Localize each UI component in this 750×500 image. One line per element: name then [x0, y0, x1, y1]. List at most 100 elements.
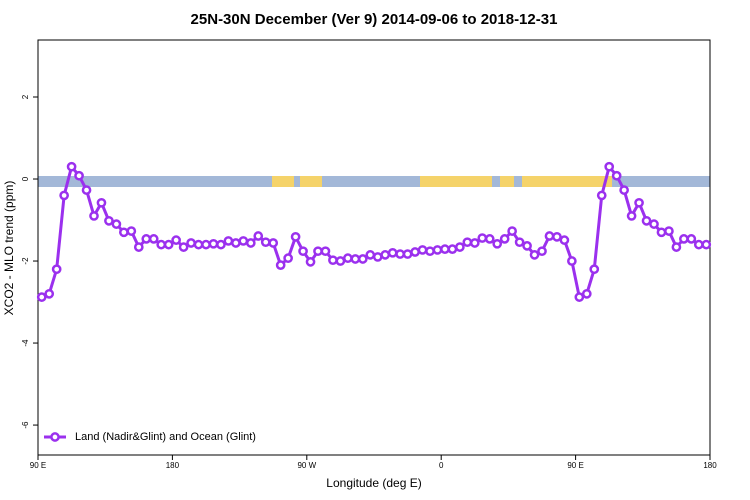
point — [328, 255, 338, 266]
point — [238, 236, 249, 246]
point — [290, 231, 301, 242]
point — [679, 234, 689, 244]
point — [74, 170, 84, 181]
point — [81, 185, 92, 195]
point — [529, 250, 540, 260]
y-tick-label: -2 — [21, 257, 30, 265]
x-tick-label: 90 W — [297, 461, 316, 470]
point — [455, 242, 465, 252]
point — [574, 292, 585, 302]
point — [641, 215, 652, 226]
point — [171, 235, 181, 245]
point — [417, 245, 428, 255]
x-axis-label: Longitude (deg E) — [326, 476, 421, 490]
point — [499, 234, 510, 244]
point — [111, 219, 122, 229]
point — [283, 253, 293, 264]
point — [350, 254, 361, 264]
point — [611, 170, 622, 181]
point — [231, 238, 241, 248]
point — [477, 233, 488, 243]
y-tick-label: -6 — [21, 421, 30, 429]
point — [365, 250, 376, 260]
point — [649, 219, 659, 229]
point — [619, 185, 629, 195]
point — [59, 190, 69, 201]
x-tick-label: 90 E — [30, 461, 46, 470]
point — [626, 211, 637, 221]
point — [372, 252, 383, 262]
point — [671, 242, 682, 252]
point — [469, 238, 480, 248]
point — [66, 161, 77, 172]
point — [380, 250, 391, 260]
point — [544, 231, 555, 241]
point — [567, 256, 577, 266]
y-tick-label: -4 — [21, 339, 30, 347]
point — [119, 227, 129, 238]
point — [104, 215, 114, 226]
y-axis-label: XCO2 - MLO trend (ppm) — [2, 181, 16, 316]
point — [36, 292, 47, 302]
chart-title: 25N-30N December (Ver 9) 2014-09-06 to 2… — [191, 11, 558, 28]
surface-strip — [38, 176, 710, 187]
point — [343, 253, 353, 264]
y-tick-label: 2 — [21, 94, 30, 99]
point — [193, 239, 204, 250]
point — [335, 256, 346, 266]
point — [156, 239, 167, 250]
point — [522, 241, 532, 251]
point — [693, 239, 704, 250]
point — [208, 238, 219, 249]
point — [186, 238, 196, 248]
point — [634, 197, 644, 208]
x-tick-label: 180 — [703, 461, 717, 470]
point — [201, 239, 211, 250]
point — [656, 227, 667, 238]
point — [313, 246, 323, 257]
point — [686, 234, 697, 244]
point — [44, 288, 55, 299]
point — [701, 239, 712, 250]
point — [604, 161, 615, 172]
point — [589, 264, 600, 275]
point — [357, 254, 368, 264]
x-tick-label: 90 E — [567, 461, 583, 470]
point — [298, 246, 308, 257]
point — [440, 244, 450, 254]
point — [260, 237, 271, 248]
point — [275, 260, 286, 270]
point — [245, 238, 256, 248]
point — [223, 236, 234, 246]
x-tick-label: 180 — [166, 461, 180, 470]
point — [447, 244, 458, 254]
point — [492, 238, 503, 249]
point — [596, 190, 607, 201]
point — [96, 197, 107, 208]
point — [51, 264, 62, 275]
point — [552, 231, 562, 242]
point — [163, 239, 174, 250]
x-tick-label: 0 — [439, 461, 444, 470]
point — [178, 242, 189, 252]
y-tick-label: 0 — [21, 176, 30, 181]
point — [462, 237, 473, 248]
point — [402, 249, 413, 259]
legend-marker — [50, 432, 60, 442]
point — [507, 226, 517, 236]
point — [148, 234, 159, 244]
point — [432, 245, 443, 255]
point — [141, 234, 152, 244]
point — [514, 237, 525, 248]
point — [133, 242, 144, 252]
point — [387, 247, 398, 258]
point — [581, 288, 592, 299]
point — [320, 246, 331, 257]
point — [89, 211, 99, 221]
point — [425, 246, 435, 257]
point — [537, 246, 547, 257]
point — [410, 247, 420, 257]
point — [268, 238, 279, 248]
point — [216, 239, 226, 250]
